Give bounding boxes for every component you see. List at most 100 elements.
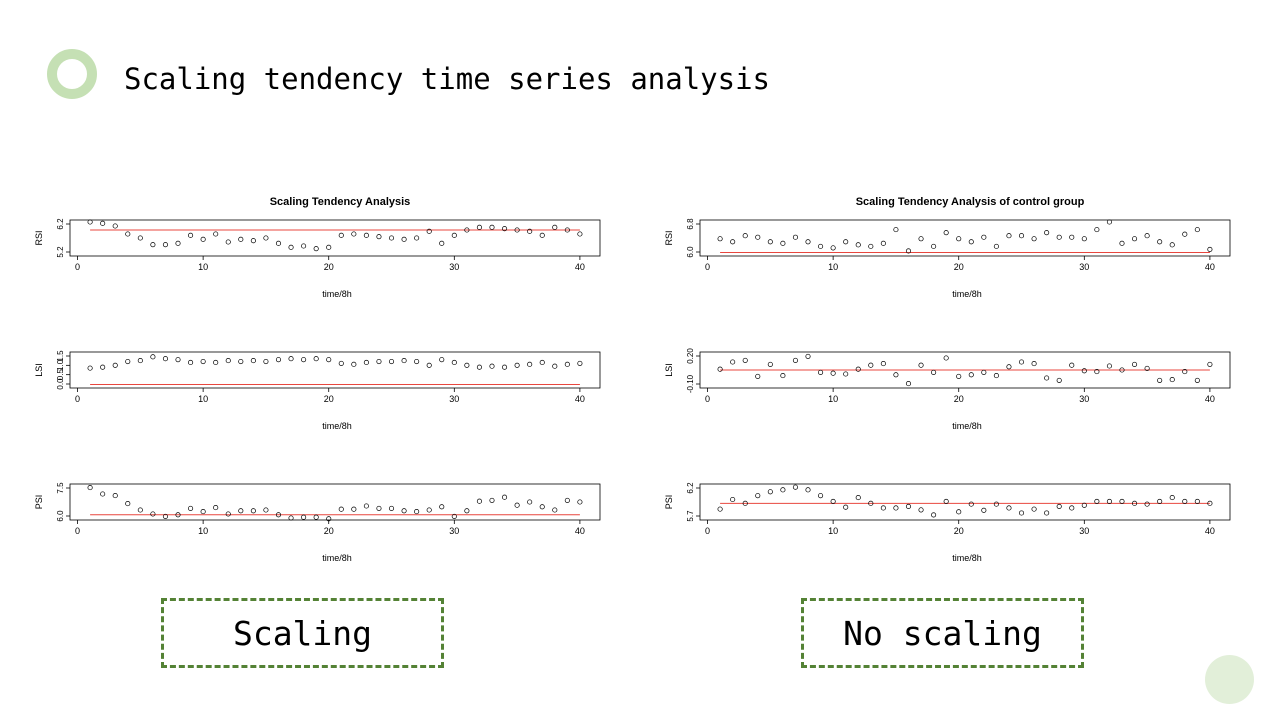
data-point	[137, 358, 143, 364]
data-point	[730, 496, 736, 503]
data-point	[830, 370, 836, 376]
plot-frame	[69, 483, 601, 521]
data-point	[830, 498, 836, 504]
y-tick-label: 6.2	[56, 218, 65, 230]
data-point	[313, 514, 319, 520]
data-point	[301, 514, 307, 520]
data-point	[188, 505, 194, 511]
data-point	[1144, 501, 1150, 507]
data-point	[414, 235, 420, 241]
data-point	[162, 513, 169, 519]
data-point	[213, 231, 219, 237]
data-point	[1131, 500, 1138, 506]
data-point	[439, 357, 445, 363]
data-point	[426, 507, 432, 513]
data-point	[1169, 377, 1175, 383]
data-point	[464, 362, 470, 368]
data-point	[313, 356, 319, 362]
x-axis-label: time/8h	[322, 553, 352, 563]
data-point	[401, 236, 407, 242]
data-point	[326, 244, 332, 250]
data-point	[1081, 236, 1087, 242]
data-point	[527, 361, 533, 367]
chart-scaling: Scaling Tendency Analysis 0 10 20 30 40 5.2 6.2…	[30, 190, 630, 580]
x-tick-label: 0	[75, 262, 80, 272]
x-axis-label: time/8h	[952, 421, 982, 431]
y-axis-label: RSI	[34, 230, 44, 245]
data-point	[288, 244, 294, 250]
data-point	[1018, 510, 1025, 516]
x-axis-label: time/8h	[322, 421, 352, 431]
x-tick-label: 0	[75, 394, 80, 404]
data-point	[162, 242, 169, 248]
x-tick-label: 30	[1079, 262, 1089, 272]
x-tick-label: 40	[575, 394, 585, 404]
decorative-ring-icon	[47, 49, 97, 99]
data-point	[275, 240, 282, 246]
data-point	[918, 362, 924, 368]
data-point	[1169, 242, 1175, 248]
data-point	[1182, 231, 1188, 237]
data-point	[162, 356, 169, 362]
data-point	[175, 512, 181, 518]
data-point	[200, 509, 206, 515]
data-point	[1106, 498, 1112, 504]
data-point	[188, 359, 194, 366]
data-point	[956, 509, 962, 515]
data-point	[905, 381, 912, 387]
panel-psi: 0 10 20 30 40 5.7 6.2 PSI time/8h	[664, 482, 1231, 563]
data-point	[564, 361, 570, 367]
data-point	[451, 232, 457, 238]
data-point	[112, 223, 118, 229]
x-tick-label: 20	[324, 262, 334, 272]
data-point	[1069, 234, 1075, 240]
data-point	[150, 511, 156, 517]
data-point	[1006, 505, 1012, 511]
y-tick-label: 0.20	[686, 348, 695, 364]
data-point	[931, 512, 937, 518]
data-point	[843, 504, 849, 510]
data-point	[1119, 240, 1125, 246]
data-point	[175, 240, 181, 246]
data-point	[1194, 377, 1200, 383]
data-point	[943, 355, 949, 361]
y-tick-label: 5.2	[56, 246, 65, 258]
data-point	[552, 507, 558, 513]
x-tick-label: 40	[1205, 394, 1215, 404]
data-point	[514, 362, 520, 368]
data-point	[338, 506, 344, 512]
data-point	[1182, 369, 1188, 375]
data-point	[376, 234, 382, 240]
data-point	[1182, 498, 1188, 504]
data-point	[1081, 368, 1087, 374]
data-point	[1157, 239, 1163, 245]
data-point	[993, 373, 999, 379]
data-point	[200, 236, 206, 242]
data-point	[87, 365, 93, 371]
data-point	[818, 369, 824, 375]
data-point	[767, 239, 773, 245]
data-point	[943, 230, 949, 236]
data-point	[780, 373, 786, 379]
data-point	[577, 499, 583, 505]
data-point	[755, 373, 761, 379]
data-point	[263, 235, 269, 241]
data-point	[577, 360, 583, 366]
data-point	[1194, 498, 1200, 504]
data-point	[388, 358, 395, 365]
chart-svg-scaling: Scaling Tendency Analysis 0 10 20 30 40 5.2 6.2…	[34, 196, 601, 563]
x-tick-label: 30	[1079, 526, 1089, 536]
data-point	[188, 232, 194, 238]
data-point	[476, 224, 482, 230]
data-point	[363, 503, 369, 509]
x-tick-label: 20	[954, 394, 964, 404]
data-point	[755, 234, 761, 240]
data-point	[767, 489, 773, 495]
data-point	[1157, 377, 1163, 383]
data-point	[780, 240, 786, 246]
y-tick-label: 1.5	[56, 350, 65, 362]
data-point	[401, 358, 407, 364]
data-point	[200, 358, 206, 365]
chart-title: Scaling Tendency Analysis	[270, 196, 411, 208]
data-point	[1207, 361, 1213, 367]
